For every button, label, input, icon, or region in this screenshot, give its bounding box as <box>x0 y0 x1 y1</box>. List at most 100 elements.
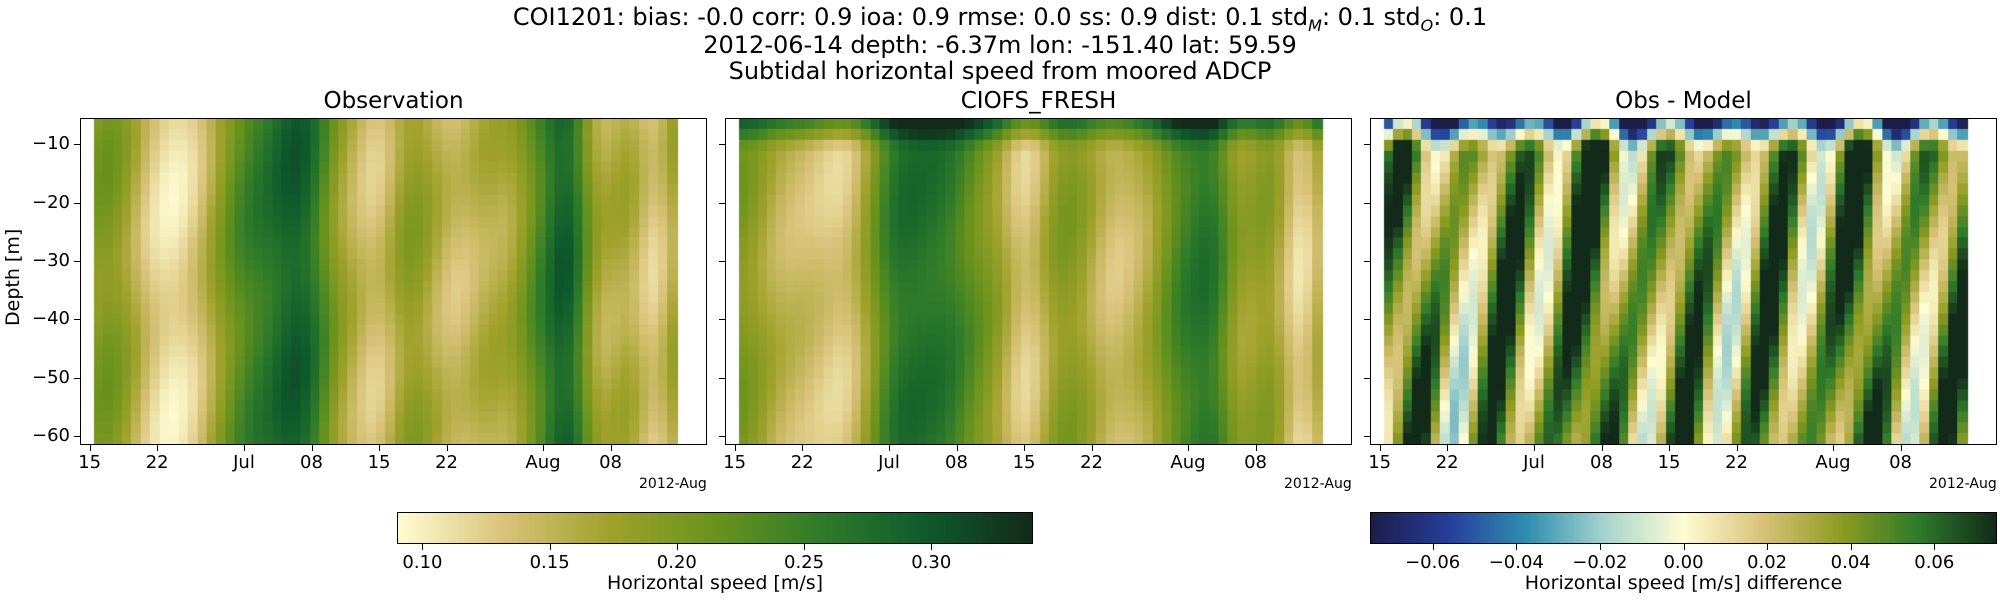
x-tick-label: Jul <box>878 452 900 473</box>
colorbar-difference-label: Horizontal speed [m/s] difference <box>1524 572 1843 594</box>
heatmap-model-canvas <box>726 119 1351 444</box>
x-tick-label: Aug <box>525 452 561 473</box>
x-tick-label: Aug <box>1815 452 1851 473</box>
colorbar-tick-label: 0.15 <box>529 552 570 573</box>
x-tick-mark <box>1669 445 1671 451</box>
std-obs-subscript: O <box>1420 15 1434 35</box>
y-tick-mark <box>74 377 80 379</box>
x-tick-label: 22 <box>435 452 458 473</box>
colorbar-tick-mark <box>1432 544 1434 550</box>
x-tick-mark <box>1900 445 1902 451</box>
y-tick-mark <box>1364 377 1370 379</box>
x-tick-mark <box>1833 445 1834 451</box>
y-tick-mark <box>1364 436 1370 438</box>
x-tick-label: 08 <box>599 452 622 473</box>
colorbar-tick-label: 0.00 <box>1663 552 1704 573</box>
y-tick-mark <box>719 202 725 204</box>
y-tick-mark <box>1364 261 1370 263</box>
colorbar-tick-mark <box>549 544 551 550</box>
colorbar-tick-label: 0.02 <box>1747 552 1788 573</box>
x-tick-label: 15 <box>78 452 102 473</box>
x-tick-mark <box>1447 445 1449 451</box>
y-tick-label: −10 <box>32 133 70 155</box>
colorbar-tick-mark <box>422 544 424 550</box>
figure-title-location: 2012-06-14 depth: -6.37m lon: -151.40 la… <box>703 31 1297 59</box>
x-tick-mark <box>543 445 544 451</box>
x-tick-label: 08 <box>1889 452 1912 473</box>
x-offset-label: 2012-Aug <box>639 476 707 492</box>
heatmap-difference <box>1370 118 1997 445</box>
stats-text: COI1201: bias: -0.0 corr: 0.9 ioa: 0.9 r… <box>512 3 1309 31</box>
y-tick-mark <box>74 261 80 263</box>
x-tick-label: 22 <box>145 452 169 473</box>
y-tick-mark <box>74 436 80 438</box>
colorbar-tick-mark <box>1516 544 1518 550</box>
x-tick-mark <box>1379 445 1381 451</box>
x-tick-mark <box>802 445 804 451</box>
x-tick-label: Jul <box>1523 452 1545 473</box>
x-tick-label: 15 <box>367 452 391 473</box>
x-tick-label: 08 <box>300 452 323 473</box>
colorbar-tick-label: 0.25 <box>783 552 825 573</box>
x-tick-mark <box>1533 445 1535 451</box>
x-tick-label: Aug <box>1170 452 1206 473</box>
x-tick-mark <box>734 445 736 451</box>
x-tick-mark <box>446 445 448 451</box>
y-tick-mark <box>74 319 80 321</box>
x-tick-label: 08 <box>945 452 968 473</box>
x-tick-label: 22 <box>1725 452 1748 473</box>
heatmap-model <box>725 118 1352 445</box>
y-tick-mark <box>719 319 725 321</box>
x-tick-label: 15 <box>1012 452 1036 473</box>
heatmap-observation <box>80 118 707 445</box>
x-tick-mark <box>956 445 958 451</box>
x-tick-label: 22 <box>1080 452 1103 473</box>
colorbar-tick-label: 0.04 <box>1830 552 1871 573</box>
x-tick-mark <box>1736 445 1738 451</box>
colorbar-tick-label: −0.02 <box>1572 552 1628 573</box>
x-tick-mark <box>157 445 159 451</box>
figure-title-description: Subtidal horizontal speed from moored AD… <box>728 57 1272 85</box>
colorbar-tick-label: 0.30 <box>911 552 952 573</box>
x-offset-label: 2012-Aug <box>1284 476 1352 492</box>
panel-title-model: CIOFS_FRESH <box>960 88 1117 114</box>
stats-text-mid: : 0.1 std <box>1321 3 1421 31</box>
colorbar-tick-label: 0.20 <box>656 552 697 573</box>
y-tick-mark <box>719 261 725 263</box>
y-tick-label: −20 <box>32 191 70 213</box>
colorbar-tick-label: 0.10 <box>402 552 443 573</box>
y-tick-mark <box>74 144 80 146</box>
x-tick-label: 15 <box>1368 452 1392 473</box>
colorbar-tick-mark <box>931 544 933 550</box>
colorbar-tick-mark <box>676 544 678 550</box>
x-tick-label: 15 <box>723 452 747 473</box>
panel-title-observation: Observation <box>323 88 464 114</box>
y-tick-label: −50 <box>32 366 70 388</box>
x-tick-label: 15 <box>1657 452 1681 473</box>
y-tick-label: −40 <box>32 308 70 330</box>
colorbar-tick-mark <box>1850 544 1852 550</box>
y-tick-mark <box>74 202 80 204</box>
colorbar-tick-mark <box>804 544 806 550</box>
y-tick-mark <box>1364 319 1370 321</box>
y-tick-label: −60 <box>32 425 70 447</box>
figure-title-stats: COI1201: bias: -0.0 corr: 0.9 ioa: 0.9 r… <box>0 3 2000 40</box>
x-tick-mark <box>1255 445 1257 451</box>
y-tick-mark <box>1364 202 1370 204</box>
x-tick-mark <box>1024 445 1026 451</box>
x-tick-mark <box>1601 445 1603 451</box>
colorbar-tick-label: −0.06 <box>1405 552 1461 573</box>
x-offset-label: 2012-Aug <box>1929 476 1997 492</box>
colorbar-tick-label: −0.04 <box>1488 552 1544 573</box>
colorbar-tick-mark <box>1683 544 1685 550</box>
colorbar-tick-mark <box>1599 544 1601 550</box>
y-tick-mark <box>719 377 725 379</box>
y-tick-mark <box>719 144 725 146</box>
x-tick-label: 22 <box>1435 452 1459 473</box>
colorbar-tick-label: 0.06 <box>1914 552 1955 573</box>
colorbar-speed-label: Horizontal speed [m/s] <box>606 572 824 594</box>
x-tick-label: 08 <box>1244 452 1267 473</box>
x-tick-mark <box>243 445 245 451</box>
x-tick-mark <box>610 445 612 451</box>
x-tick-mark <box>311 445 313 451</box>
